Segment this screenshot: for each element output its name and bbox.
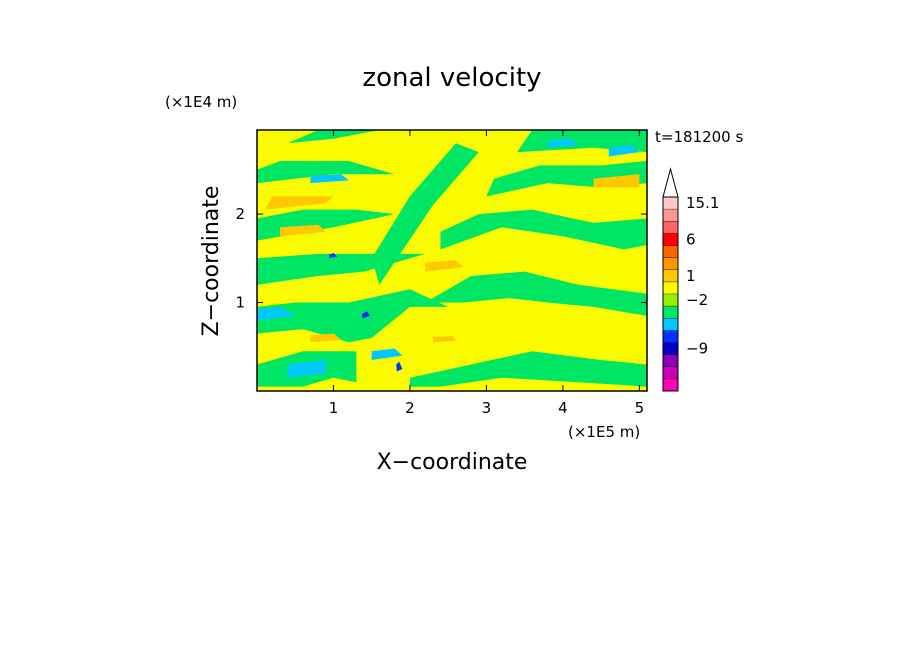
colorbar-label: −2 bbox=[686, 291, 708, 309]
y-tick-label: 2 bbox=[235, 205, 245, 223]
colorbar-bin bbox=[663, 281, 678, 295]
contour-region-green-11 bbox=[371, 143, 479, 285]
contour-region-cyan-12 bbox=[287, 360, 326, 378]
x-tick-label: 4 bbox=[558, 399, 568, 417]
contour-region-blue-26 bbox=[328, 253, 338, 259]
colorbar-bin bbox=[663, 366, 678, 380]
colorbar-bin bbox=[663, 233, 678, 246]
colorbar-bin bbox=[663, 378, 678, 392]
colorbar-bin bbox=[663, 306, 678, 319]
colorbar-label: −9 bbox=[686, 340, 708, 358]
x-tick-label: 5 bbox=[635, 399, 645, 417]
x-tick-label: 3 bbox=[482, 399, 492, 417]
y-unit-label: (×1E4 m) bbox=[165, 93, 237, 111]
colorbar-bin bbox=[663, 245, 678, 258]
colorbar-label: 15.1 bbox=[686, 194, 719, 212]
y-tick-label: 1 bbox=[235, 294, 245, 312]
colorbar-label: 1 bbox=[686, 267, 696, 285]
contour-region-blue-24 bbox=[361, 311, 371, 319]
x-unit-label: (×1E5 m) bbox=[568, 423, 640, 441]
contour-region-green-10 bbox=[409, 351, 647, 387]
contour-region-orange-20 bbox=[593, 174, 640, 188]
y-axis-label: Z−coordinate bbox=[199, 186, 224, 337]
contour-region-orange-23 bbox=[432, 336, 456, 343]
colorbar-bin bbox=[663, 209, 678, 222]
colorbar-bin bbox=[663, 294, 678, 307]
colorbar-bin bbox=[663, 330, 678, 343]
y-axis-ticks: 12 bbox=[235, 205, 647, 312]
colorbar-bin bbox=[663, 221, 678, 234]
contour-region-cyan-14 bbox=[310, 174, 349, 184]
contour-region-orange-19 bbox=[279, 224, 326, 237]
contour-region-green-7 bbox=[440, 209, 647, 250]
colorbar-bin bbox=[663, 197, 678, 210]
colorbar-extend-arrow bbox=[662, 167, 679, 198]
plot-frame bbox=[256, 129, 648, 392]
plot-area bbox=[257, 130, 647, 391]
colorbar-bin bbox=[663, 269, 678, 283]
colorbar-label: 6 bbox=[686, 230, 696, 248]
contour-region-green-5 bbox=[287, 130, 380, 144]
contour-region-orange-21 bbox=[425, 260, 464, 272]
colorbar-bin bbox=[663, 257, 678, 271]
x-axis-ticks: 1 2 3 4 5 bbox=[329, 130, 644, 417]
contour-region-green-6 bbox=[425, 271, 647, 316]
time-label: t=181200 s bbox=[655, 128, 743, 146]
contour-region-cyan-13 bbox=[257, 306, 296, 321]
x-tick-label: 2 bbox=[405, 399, 415, 417]
contour-region-cyan-17 bbox=[371, 348, 403, 360]
colorbar-bin bbox=[663, 354, 678, 368]
colorbar-labels: 15.1 6 1 −2 −9 bbox=[686, 194, 719, 358]
x-tick-label: 1 bbox=[329, 399, 339, 417]
colorbar bbox=[662, 167, 679, 392]
colorbar-bin bbox=[663, 318, 678, 331]
contour-region-cyan-15 bbox=[547, 138, 579, 148]
contour-region-orange-18 bbox=[264, 196, 334, 210]
colorbar-bin bbox=[663, 342, 678, 355]
contour-region-cyan-16 bbox=[608, 145, 640, 157]
contour-region-green-1 bbox=[257, 289, 449, 343]
contour-field bbox=[257, 130, 647, 387]
contour-region-green-4 bbox=[257, 161, 395, 184]
contour-region-green-8 bbox=[486, 161, 647, 197]
contour-region-blue-25 bbox=[396, 361, 403, 372]
chart-title: zonal velocity bbox=[362, 63, 541, 93]
contour-region-orange-22 bbox=[310, 333, 342, 343]
x-axis-label: X−coordinate bbox=[377, 450, 528, 475]
